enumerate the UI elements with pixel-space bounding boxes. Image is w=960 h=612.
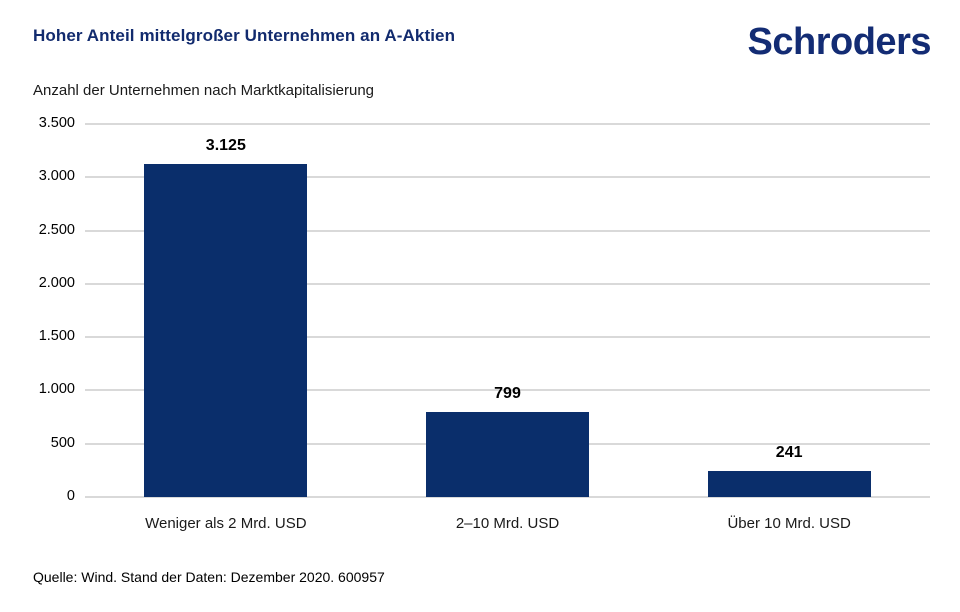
x-axis-label: Weniger als 2 Mrd. USD xyxy=(145,515,307,532)
y-axis-tick-label: 3.500 xyxy=(38,115,75,131)
y-axis-tick-label: 1.000 xyxy=(38,381,75,398)
y-axis-tick-label: 500 xyxy=(50,434,75,451)
x-axis-label: Über 10 Mrd. USD xyxy=(727,515,851,532)
gridline xyxy=(85,336,930,339)
y-axis-tick-label: 3.000 xyxy=(38,168,75,185)
chart-subtitle: Anzahl der Unternehmen nach Marktkapital… xyxy=(33,82,375,99)
bar xyxy=(707,471,871,497)
schroders-logo: Schroders xyxy=(747,21,932,63)
y-axis-tick-label: 2.000 xyxy=(38,274,75,291)
source-note: Quelle: Wind. Stand der Daten: Dezember … xyxy=(33,569,385,585)
y-axis-tick-label: 1.500 xyxy=(38,328,75,345)
page-title: Hoher Anteil mittelgroßer Unternehmen an… xyxy=(33,26,456,45)
gridline xyxy=(85,176,930,179)
gridline xyxy=(85,123,930,125)
bar xyxy=(426,411,589,497)
gridline xyxy=(85,282,930,285)
gridline xyxy=(85,496,930,498)
bar-value-label: 3.125 xyxy=(205,136,246,154)
x-axis-label: 2–10 Mrd. USD xyxy=(455,515,560,532)
gridline xyxy=(85,229,930,232)
bar-value-label: 241 xyxy=(775,444,803,462)
bar-value-label: 799 xyxy=(494,384,521,402)
y-axis-tick-label: 0 xyxy=(66,488,75,504)
y-axis-tick-label: 2.500 xyxy=(38,221,75,238)
gridline xyxy=(85,389,930,392)
bar xyxy=(144,163,308,497)
